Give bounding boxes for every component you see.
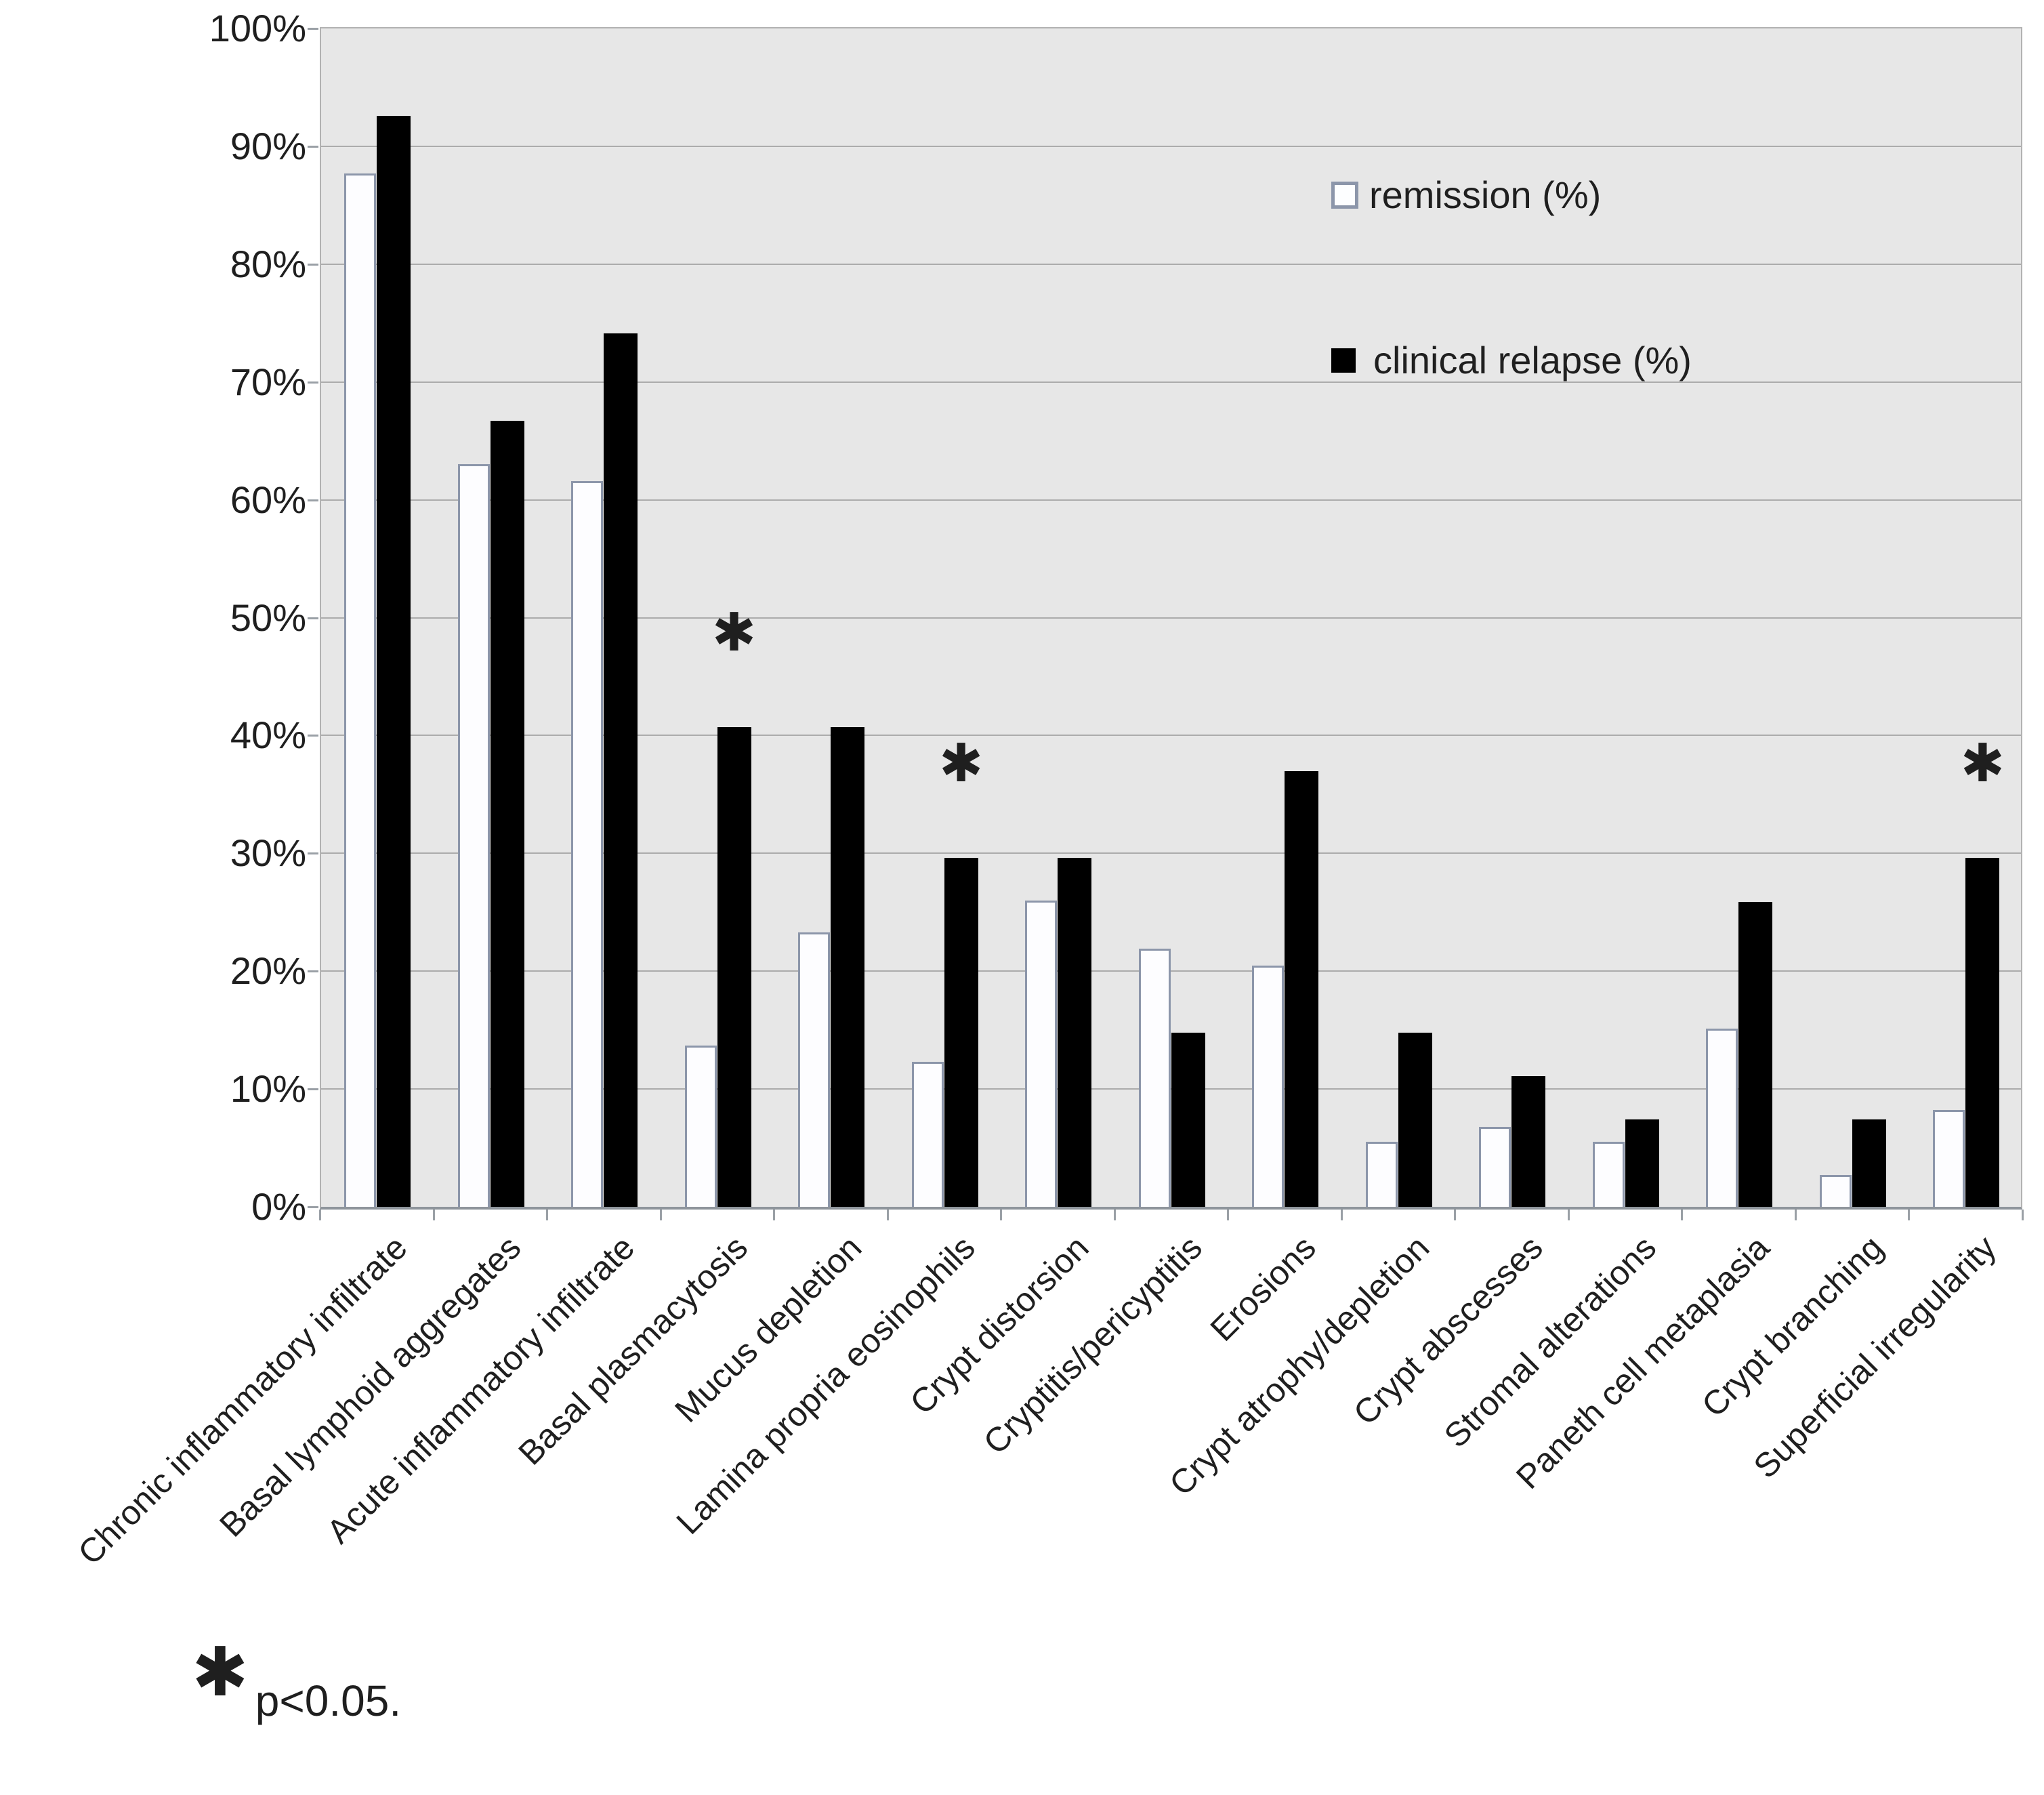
bar-clinical-relapse: [717, 727, 751, 1207]
legend-label-remission: remission (%): [1369, 173, 1602, 216]
x-axis-tick: [546, 1210, 549, 1220]
y-axis-tick: [308, 381, 318, 384]
bar-remission: [798, 932, 831, 1207]
x-axis-tick: [2022, 1210, 2024, 1220]
bar-clinical-relapse: [1625, 1119, 1659, 1207]
y-axis-tick-label: 90%: [230, 124, 306, 167]
footnote: ✱ p<0.05.: [192, 1632, 402, 1726]
bar-remission: [684, 1045, 717, 1207]
plot-area: [320, 27, 2022, 1210]
bar-clinical-relapse: [944, 858, 978, 1207]
x-axis-tick: [1454, 1210, 1457, 1220]
y-axis-tick-label: 60%: [230, 478, 306, 521]
y-axis-tick-label: 20%: [230, 949, 306, 993]
gridline: [321, 145, 2021, 147]
bar-remission: [1933, 1110, 1965, 1207]
y-axis-tick-label: 100%: [209, 7, 306, 49]
y-axis-tick-label: 40%: [230, 714, 306, 757]
bar-remission: [344, 173, 376, 1207]
x-axis-tick: [1227, 1210, 1230, 1220]
significance-asterisk: ✱: [1960, 733, 2005, 795]
y-axis-tick: [308, 617, 318, 619]
significance-asterisk: ✱: [711, 602, 757, 664]
gridline: [321, 1088, 2021, 1090]
x-axis-tick: [659, 1210, 662, 1220]
y-axis-tick: [308, 1206, 318, 1208]
y-axis-tick: [308, 735, 318, 737]
bar-clinical-relapse: [490, 421, 524, 1207]
y-axis-tick-label: 0%: [251, 1185, 306, 1228]
x-axis-tick: [1000, 1210, 1003, 1220]
gridline: [321, 852, 2021, 854]
x-axis-tick: [1340, 1210, 1343, 1220]
gridline: [321, 617, 2021, 619]
x-axis-tick: [1567, 1210, 1570, 1220]
legend-item-remission: remission (%): [1331, 169, 1601, 221]
gridline: [321, 970, 2021, 972]
x-axis-category-label: Stromal alterations: [1436, 1228, 1663, 1456]
x-axis-category-label: Crypt abscesses: [1346, 1228, 1550, 1432]
relapse-swatch-icon: [1331, 348, 1356, 373]
y-axis-tick-label: 10%: [230, 1067, 306, 1111]
bar-clinical-relapse: [831, 727, 865, 1207]
bar-clinical-relapse: [1511, 1075, 1546, 1207]
y-axis-tick: [308, 970, 318, 973]
bar-clinical-relapse: [1285, 770, 1319, 1207]
remission-swatch-icon: [1331, 182, 1358, 209]
y-axis-tick-label: 80%: [230, 242, 306, 285]
bar-remission: [457, 464, 490, 1207]
bar-clinical-relapse: [1398, 1032, 1432, 1207]
bar-clinical-relapse: [1171, 1032, 1205, 1207]
x-axis-tick: [1908, 1210, 1911, 1220]
y-axis-tick: [308, 263, 318, 266]
x-axis-tick: [1113, 1210, 1116, 1220]
y-axis-tick-label: 30%: [230, 831, 306, 875]
legend-item-clinical-relapse: clinical relapse (%): [1331, 335, 1692, 386]
bar-remission: [1706, 1029, 1738, 1207]
bar-remission: [1592, 1142, 1625, 1207]
x-axis-tick: [886, 1210, 889, 1220]
gridline: [321, 499, 2021, 501]
bar-clinical-relapse: [1965, 858, 2000, 1207]
y-axis-tick-label: 70%: [230, 360, 306, 403]
bar-clinical-relapse: [1058, 858, 1092, 1207]
footnote-asterisk-icon: ✱: [192, 1632, 249, 1712]
y-axis-tick: [308, 499, 318, 501]
x-axis-tick: [1794, 1210, 1797, 1220]
bar-clinical-relapse: [1852, 1119, 1886, 1207]
bar-remission: [1252, 965, 1285, 1207]
y-axis-tick-label: 50%: [230, 596, 306, 639]
x-axis-tick: [319, 1210, 321, 1220]
footnote-text: p<0.05.: [255, 1676, 402, 1725]
bar-remission: [1025, 900, 1058, 1207]
x-axis-tick: [432, 1210, 435, 1220]
gridline: [321, 263, 2021, 265]
bar-clinical-relapse: [377, 115, 411, 1207]
bar-remission: [911, 1062, 944, 1207]
bar-remission: [571, 480, 604, 1207]
legend-label-clinical-relapse: clinical relapse (%): [1373, 339, 1692, 381]
bar-clinical-relapse: [604, 333, 638, 1207]
x-axis-tick: [1681, 1210, 1684, 1220]
y-axis-tick: [308, 28, 318, 30]
bar-remission: [1138, 949, 1171, 1207]
bar-remission: [1479, 1126, 1511, 1207]
y-axis-tick: [308, 1088, 318, 1091]
gridline: [321, 735, 2021, 737]
y-axis-tick: [308, 145, 318, 148]
x-axis-tick: [773, 1210, 776, 1220]
significance-asterisk: ✱: [938, 733, 984, 795]
bar-remission: [1819, 1175, 1852, 1207]
y-axis-tick: [308, 852, 318, 855]
x-axis-category-label: Cryptitis/pericyptitis: [976, 1228, 1209, 1462]
bar-clinical-relapse: [1738, 901, 1773, 1207]
gridline: [321, 381, 2021, 383]
bar-remission: [1365, 1142, 1398, 1207]
